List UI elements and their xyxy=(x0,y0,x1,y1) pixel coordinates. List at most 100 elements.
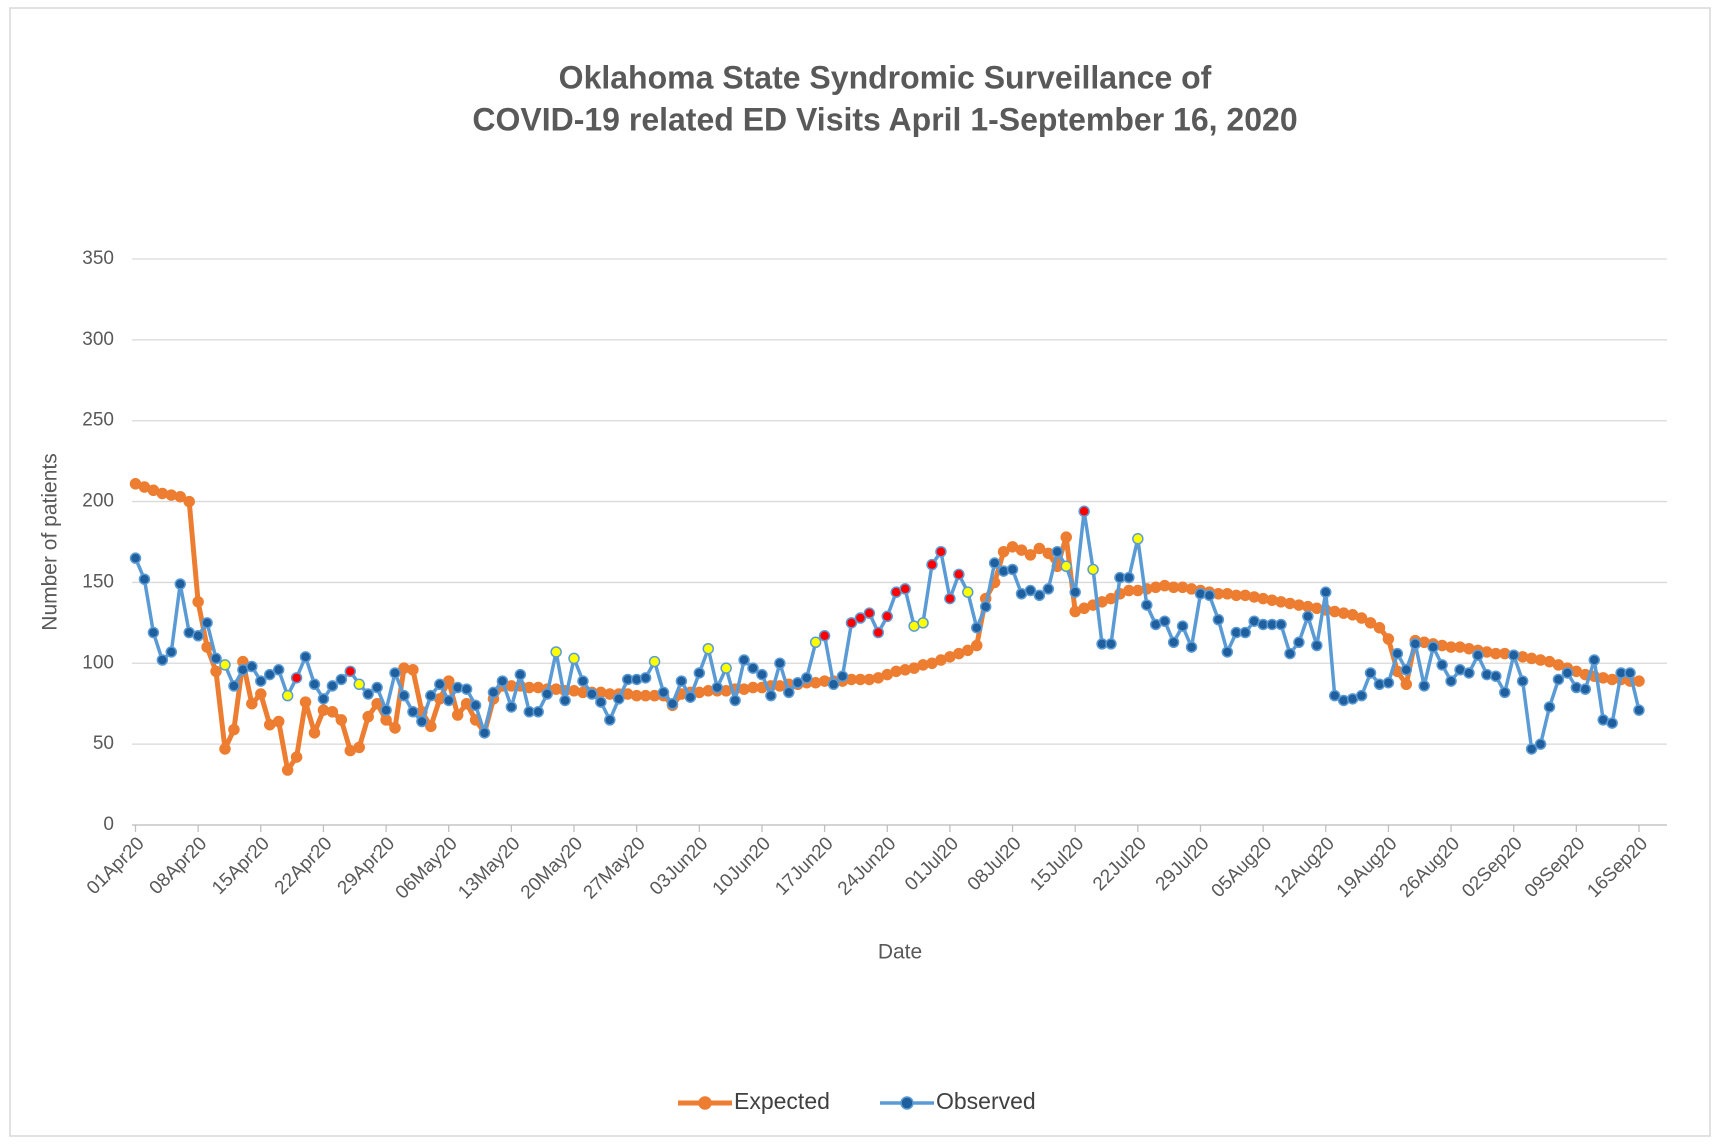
data-point xyxy=(335,714,348,726)
legend-swatch-marker xyxy=(900,1096,914,1110)
data-point xyxy=(210,665,222,678)
data-point xyxy=(1123,571,1135,584)
data-point xyxy=(1302,610,1314,623)
data-point xyxy=(1006,563,1019,576)
data-point xyxy=(1436,659,1448,671)
data-point xyxy=(1516,675,1529,687)
data-point xyxy=(1033,542,1046,555)
data-point xyxy=(416,715,428,728)
data-point xyxy=(246,697,258,710)
data-point xyxy=(1382,676,1395,689)
data-point xyxy=(138,573,151,585)
data-point xyxy=(183,495,195,508)
data-point xyxy=(666,697,679,710)
data-point xyxy=(1534,738,1547,750)
chart-title: Oklahoma State Syndromic Surveillance of xyxy=(559,59,1212,95)
data-point xyxy=(425,689,437,702)
data-point xyxy=(255,675,267,687)
data-point xyxy=(353,678,365,691)
data-point xyxy=(398,689,410,702)
data-point xyxy=(1185,641,1198,653)
data-point xyxy=(299,651,312,663)
data-point xyxy=(407,706,419,718)
data-point xyxy=(756,668,768,681)
data-point xyxy=(1418,680,1430,692)
data-point xyxy=(308,727,321,739)
data-point xyxy=(1311,639,1323,652)
data-point xyxy=(1409,638,1422,650)
data-point xyxy=(1060,560,1072,573)
data-point xyxy=(988,557,1001,569)
data-point xyxy=(979,600,992,613)
data-point xyxy=(1490,670,1502,682)
data-point xyxy=(1221,646,1234,658)
data-point xyxy=(174,578,186,590)
data-point xyxy=(836,670,849,682)
data-point xyxy=(1158,615,1171,627)
data-point xyxy=(550,646,562,658)
data-point xyxy=(711,681,723,694)
data-point xyxy=(693,667,706,679)
data-point xyxy=(514,668,527,681)
data-point xyxy=(1069,586,1081,598)
y-tick-label: 300 xyxy=(82,329,114,350)
data-point xyxy=(1015,544,1028,556)
data-point xyxy=(317,693,330,705)
data-point xyxy=(1445,675,1457,687)
data-point xyxy=(604,714,616,726)
data-point xyxy=(1525,743,1538,755)
data-point xyxy=(487,686,500,699)
data-point xyxy=(460,683,473,695)
legend-label: Expected xyxy=(734,1088,830,1114)
data-point xyxy=(541,688,553,700)
data-point xyxy=(1167,636,1180,649)
data-point xyxy=(129,552,142,564)
data-point xyxy=(434,678,446,691)
data-point xyxy=(308,678,321,691)
data-point xyxy=(559,694,571,707)
data-point xyxy=(1078,505,1090,518)
data-point xyxy=(1543,701,1556,713)
data-point xyxy=(1042,583,1055,595)
data-point xyxy=(1132,533,1144,545)
data-point xyxy=(675,675,688,687)
y-tick-label: 350 xyxy=(82,248,114,269)
data-point xyxy=(505,701,518,713)
data-point xyxy=(1373,621,1386,634)
data-point xyxy=(1284,647,1296,660)
data-point xyxy=(1364,617,1377,629)
data-point xyxy=(1051,545,1064,558)
data-point xyxy=(451,709,464,721)
data-point xyxy=(917,617,929,629)
data-point xyxy=(210,652,222,665)
data-point xyxy=(684,691,697,703)
data-point xyxy=(156,654,169,666)
data-point xyxy=(1579,683,1592,695)
data-point xyxy=(1400,664,1413,676)
y-tick-label: 100 xyxy=(82,652,114,673)
data-point xyxy=(290,751,303,763)
data-point xyxy=(380,714,392,726)
data-point xyxy=(272,715,285,728)
data-point xyxy=(407,664,419,676)
data-point xyxy=(845,617,858,629)
data-point xyxy=(442,694,455,707)
data-point xyxy=(809,636,822,649)
data-point xyxy=(496,675,509,687)
data-point xyxy=(380,704,392,716)
y-tick-label: 250 xyxy=(82,410,114,431)
data-point xyxy=(568,652,580,665)
y-tick-label: 150 xyxy=(82,571,114,592)
data-point xyxy=(272,664,285,676)
data-point xyxy=(997,545,1010,558)
data-point xyxy=(1364,667,1377,679)
data-point xyxy=(1391,647,1404,660)
data-point xyxy=(326,706,339,718)
data-point xyxy=(389,722,401,734)
data-point xyxy=(263,668,276,681)
data-point xyxy=(1624,667,1636,679)
data-point xyxy=(1024,549,1037,561)
data-point xyxy=(729,694,741,707)
data-point xyxy=(532,706,544,718)
